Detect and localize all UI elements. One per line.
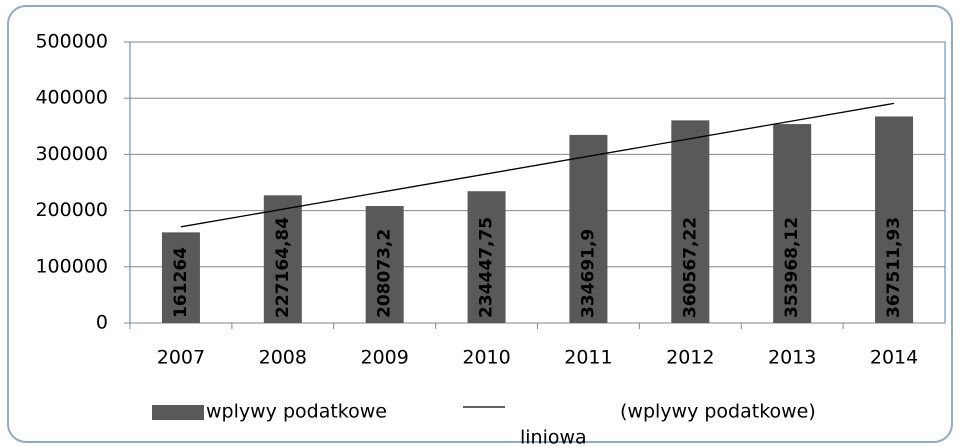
legend-label: (wplywy podatkowe) <box>620 401 816 423</box>
bar <box>365 206 404 323</box>
data-label: 161264 <box>171 247 191 318</box>
y-tick-label: 400000 <box>35 87 108 109</box>
data-label: 334691,9 <box>578 229 598 318</box>
bar <box>161 232 200 323</box>
x-tick-label: 2008 <box>259 347 307 369</box>
data-label: 360567,22 <box>680 217 700 318</box>
bar <box>875 116 914 323</box>
bar <box>467 191 506 323</box>
data-label: 227164,84 <box>273 217 293 318</box>
legend-label: wplywy podatkowe <box>206 401 387 423</box>
legend-swatch <box>152 405 204 420</box>
data-label: 208073,2 <box>375 229 395 318</box>
bar <box>671 120 710 323</box>
x-tick-label: 2013 <box>768 347 816 369</box>
legend-label: liniowa <box>520 427 587 447</box>
y-tick-label: 300000 <box>35 143 108 165</box>
trendline <box>180 102 895 228</box>
data-label: 367511,93 <box>884 217 904 318</box>
x-tick-label: 2014 <box>870 347 918 369</box>
y-tick-label: 500000 <box>35 31 108 53</box>
data-label: 234447,75 <box>477 217 497 318</box>
bar <box>569 134 608 323</box>
data-label: 353968,12 <box>782 217 802 318</box>
x-tick-label: 2007 <box>157 347 205 369</box>
bar <box>773 124 812 323</box>
x-tick-label: 2012 <box>666 347 714 369</box>
y-tick-label: 200000 <box>35 199 108 221</box>
y-tick-label: 0 <box>96 312 108 334</box>
x-tick-label: 2010 <box>462 347 510 369</box>
bar <box>263 195 302 323</box>
x-tick-label: 2011 <box>564 347 612 369</box>
x-tick-label: 2009 <box>361 347 409 369</box>
y-tick-label: 100000 <box>35 255 108 277</box>
